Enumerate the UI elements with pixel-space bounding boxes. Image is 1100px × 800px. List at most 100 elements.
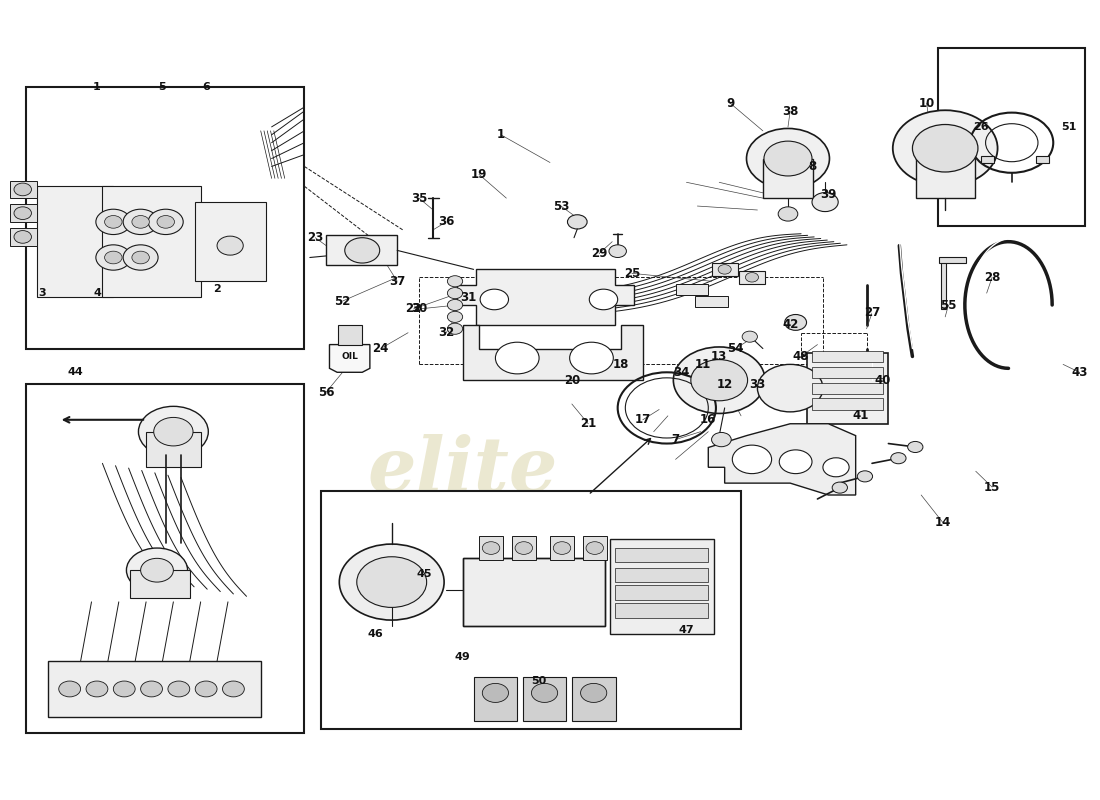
Circle shape [812,193,838,211]
Text: 53: 53 [552,199,569,213]
Bar [616,568,708,582]
Text: 20: 20 [563,374,580,386]
Bar [739,271,766,284]
Bar [10,228,37,246]
Text: 42: 42 [782,318,799,331]
Circle shape [448,311,463,322]
Circle shape [758,364,823,412]
Text: 16: 16 [700,414,716,426]
Bar [616,548,708,562]
Text: 7: 7 [671,433,680,446]
Circle shape [893,110,998,186]
Circle shape [609,245,626,258]
Text: 4: 4 [94,288,101,298]
Text: 26: 26 [974,122,989,132]
Bar [512,536,536,560]
Circle shape [14,183,32,196]
Bar [616,586,708,599]
Bar [321,491,741,729]
Circle shape [857,471,872,482]
Text: 35: 35 [410,192,427,205]
Bar [195,202,266,282]
Circle shape [908,442,923,453]
Text: 46: 46 [367,629,383,638]
Bar [522,677,566,721]
Text: 29: 29 [591,247,607,260]
Circle shape [86,681,108,697]
Text: 31: 31 [460,290,476,303]
Circle shape [104,215,122,228]
Circle shape [691,360,748,401]
Circle shape [531,683,558,702]
Bar [102,186,200,297]
Circle shape [742,331,758,342]
Circle shape [833,482,847,493]
Bar [937,48,1085,226]
Bar [915,148,975,198]
Circle shape [217,236,243,255]
Text: 9: 9 [726,97,734,110]
Bar [146,432,200,467]
Bar [463,558,605,626]
Bar [763,158,813,198]
Circle shape [746,273,759,282]
Text: 48: 48 [793,350,810,363]
Circle shape [495,342,539,374]
Text: 43: 43 [1071,366,1088,378]
Circle shape [141,681,163,697]
Bar [327,235,397,266]
Circle shape [58,681,80,697]
Text: 37: 37 [389,274,405,288]
Text: 38: 38 [782,105,799,118]
Circle shape [586,542,604,554]
Circle shape [718,265,732,274]
Text: 25: 25 [624,267,640,280]
Text: 8: 8 [807,160,816,173]
Bar [981,156,994,162]
Text: 52: 52 [334,294,351,307]
Bar [572,677,616,721]
Bar [26,87,305,349]
Circle shape [148,210,184,234]
Circle shape [590,289,618,310]
Text: 27: 27 [864,306,880,319]
Circle shape [132,251,150,264]
Text: 19: 19 [471,168,487,181]
Text: 18: 18 [613,358,629,371]
Bar [37,186,113,297]
Bar [940,262,946,309]
Bar [10,205,37,222]
Bar [675,284,708,294]
Circle shape [104,251,122,264]
Bar [812,351,883,362]
Circle shape [126,548,188,592]
Polygon shape [708,424,856,495]
Circle shape [823,458,849,477]
Circle shape [168,681,189,697]
Circle shape [154,418,192,446]
Circle shape [96,210,131,234]
Circle shape [448,323,463,334]
Circle shape [139,406,208,457]
Circle shape [132,215,150,228]
Bar [1036,156,1049,162]
Text: 6: 6 [202,82,210,92]
Text: 1: 1 [94,82,101,92]
Text: 36: 36 [438,215,454,228]
Bar [338,325,362,345]
Bar [812,398,883,410]
Text: 5: 5 [158,82,166,92]
Bar [47,662,261,717]
Text: 51: 51 [1060,122,1076,132]
Text: 45: 45 [417,569,432,579]
Bar [938,257,966,263]
Text: 49: 49 [454,652,471,662]
Circle shape [764,141,812,176]
Circle shape [581,683,607,702]
Circle shape [195,681,217,697]
Text: 47: 47 [679,625,694,634]
Bar [463,558,605,626]
Bar [812,366,883,378]
Polygon shape [458,270,634,325]
Circle shape [778,207,798,221]
